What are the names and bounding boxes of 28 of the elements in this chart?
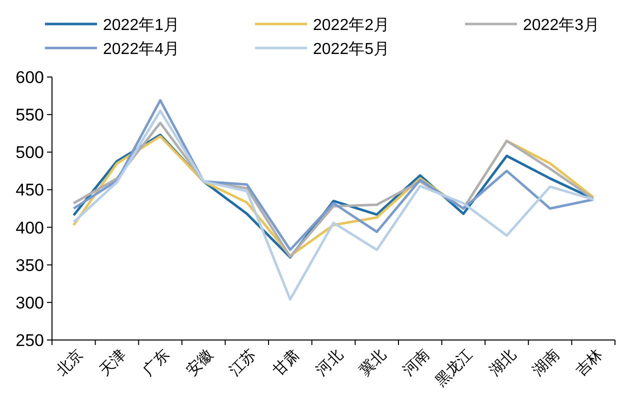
- x-tick-label: 黑龙江: [432, 346, 476, 390]
- legend-label: 2022年2月: [313, 17, 390, 34]
- y-tick-label: 300: [16, 293, 44, 312]
- legend-label: 2022年5月: [313, 41, 390, 58]
- y-tick-label: 350: [16, 256, 44, 275]
- legend-label: 2022年4月: [103, 41, 180, 58]
- line-series: [72, 99, 595, 252]
- line-series: [72, 110, 595, 301]
- y-tick-label: 600: [16, 68, 44, 87]
- x-tick-label: 北京: [53, 346, 86, 380]
- x-tick-label: 湖北: [486, 346, 520, 380]
- x-tick-label: 冀北: [356, 346, 390, 380]
- x-tick-label: 安徽: [183, 346, 216, 380]
- y-tick-label: 400: [16, 218, 44, 238]
- y-tick-label: 550: [16, 106, 44, 125]
- x-tick-label: 广东: [140, 346, 173, 380]
- x-tick-label: 河南: [400, 346, 433, 380]
- y-tick-label: 450: [16, 180, 44, 200]
- x-tick-label: 甘肃: [270, 346, 303, 380]
- x-tick-label: 江苏: [226, 346, 260, 380]
- legend-label: 2022年3月: [523, 17, 600, 34]
- x-tick-label: 湖南: [530, 346, 563, 380]
- y-tick-label: 250: [16, 331, 44, 350]
- x-tick-label: 天津: [96, 346, 130, 380]
- y-tick-label: 500: [16, 143, 44, 162]
- x-tick-label: 吉林: [572, 346, 606, 380]
- x-tick-label: 河北: [312, 346, 346, 380]
- legend-label: 2022年1月: [103, 17, 180, 34]
